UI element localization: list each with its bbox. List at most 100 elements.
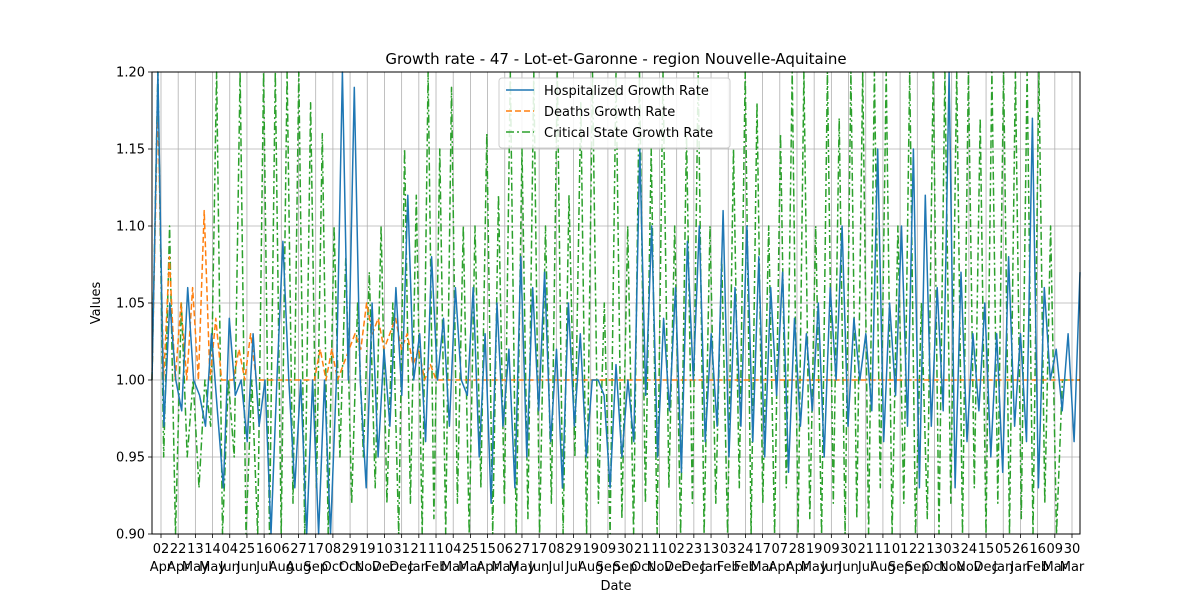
legend: Hospitalized Growth Rate Deaths Growth R… [498,77,731,149]
x-tick-day-label: 30 [840,542,857,557]
x-tick-day-label: 22 [909,542,926,557]
x-tick-day-label: 09 [1047,542,1064,557]
x-tick-day-label: 29 [342,542,359,557]
x-tick-day-label: 09 [823,542,840,557]
x-tick-month-label: Jul [565,560,582,575]
x-tick-month-label: Apr [476,560,499,575]
x-tick-month-label: Feb [734,560,757,575]
x-tick-month-label: Oct [923,560,945,575]
x-tick-day-label: 03 [943,542,960,557]
series-line-deaths-growth-rate [151,102,1080,381]
x-tick-day-label: 23 [686,542,703,557]
x-tick-day-label: 08 [325,542,342,557]
x-tick-day-label: 19 [806,542,823,557]
x-tick-day-label: 24 [737,542,754,557]
x-tick-day-label: 08 [548,542,565,557]
chart-title: Growth rate - 47 - Lot-et-Garonne - regi… [385,50,846,68]
x-tick-day-label: 29 [565,542,582,557]
x-tick-month-label: Jun [837,560,858,575]
x-tick-month-label: Feb [717,560,740,575]
x-tick-month-label: Nov [956,560,982,575]
x-tick-day-label: 24 [961,542,978,557]
x-tick-month-label: Mar [441,560,466,575]
x-tick-month-label: Sep [888,560,913,575]
x-tick-month-label: Aug [870,560,895,575]
x-tick-day-label: 01 [892,542,909,557]
x-tick-month-label: Oct [631,560,653,575]
x-tick-month-label: Jun [236,560,257,575]
x-tick-day-label: 22 [170,542,187,557]
x-tick-month-label: Sep [905,560,930,575]
x-tick-day-label: 28 [789,542,806,557]
x-tick-month-label: May [199,560,226,575]
x-tick-month-label: Mar [1060,560,1085,575]
x-tick-day-label: 21 [857,542,874,557]
x-tick-month-label: Dec [372,560,397,575]
x-axis-label: Date [600,579,631,594]
x-axis-ticks: 02 Apr 22 Apr 13 May 14 May 04 Jun 25 Jun 16 Jul 06 Aug… [150,534,1085,575]
x-tick-day-label: 04 [221,542,238,557]
x-tick-day-label: 26 [1012,542,1029,557]
y-tick-label: 1.15 [116,143,145,158]
x-tick-day-label: 11 [651,542,668,557]
x-tick-month-label: Mar [1043,560,1068,575]
x-tick-day-label: 06 [497,542,514,557]
x-tick-day-label: 11 [428,542,445,557]
x-tick-day-label: 19 [359,542,376,557]
x-tick-day-label: 02 [153,542,170,557]
x-tick-day-label: 25 [239,542,256,557]
x-tick-day-label: 14 [204,542,221,557]
x-tick-day-label: 07 [772,542,789,557]
x-tick-day-label: 02 [668,542,685,557]
x-tick-month-label: Mar [750,560,775,575]
x-tick-month-label: May [491,560,518,575]
x-tick-month-label: Jul [857,560,874,575]
legend-label-critical: Critical State Growth Rate [544,126,713,141]
x-tick-month-label: Aug [286,560,311,575]
x-tick-month-label: Apr [786,560,809,575]
x-tick-month-label: Jan [992,560,1013,575]
x-tick-month-label: Jun [528,560,549,575]
x-tick-month-label: Jul [547,560,564,575]
x-tick-day-label: 13 [703,542,720,557]
x-tick-day-label: 17 [307,542,324,557]
x-tick-day-label: 16 [1029,542,1046,557]
x-tick-month-label: Jan [700,560,721,575]
x-tick-month-label: Dec [664,560,689,575]
x-tick-day-label: 13 [187,542,204,557]
x-tick-month-label: Jun [820,560,841,575]
x-tick-month-label: Oct [322,560,344,575]
x-tick-month-label: May [509,560,536,575]
x-tick-month-label: Mar [458,560,483,575]
y-tick-label: 1.10 [116,220,145,235]
x-tick-day-label: 27 [290,542,307,557]
legend-label-hospitalized: Hospitalized Growth Rate [544,84,709,99]
x-tick-month-label: Apr [150,560,173,575]
x-tick-month-label: May [182,560,209,575]
x-tick-month-label: Sep [613,560,638,575]
x-tick-month-label: Feb [1026,560,1049,575]
x-tick-day-label: 04 [445,542,462,557]
x-tick-month-label: Sep [303,560,328,575]
x-tick-day-label: 27 [514,542,531,557]
x-tick-day-label: 09 [600,542,617,557]
x-tick-day-label: 16 [256,542,273,557]
x-tick-month-label: Aug [578,560,603,575]
x-tick-day-label: 03 [720,542,737,557]
x-tick-month-label: Aug [269,560,294,575]
x-tick-day-label: 15 [479,542,496,557]
x-tick-month-label: Dec [389,560,414,575]
x-tick-day-label: 11 [875,542,892,557]
x-tick-day-label: 10 [376,542,393,557]
x-tick-month-label: Jun [219,560,240,575]
y-tick-label: 0.90 [116,528,145,543]
x-tick-day-label: 30 [617,542,634,557]
y-tick-label: 0.95 [116,451,145,466]
x-tick-day-label: 21 [634,542,651,557]
y-tick-label: 1.05 [116,297,145,312]
x-tick-day-label: 31 [393,542,410,557]
x-tick-day-label: 13 [926,542,943,557]
x-tick-day-label: 30 [1064,542,1081,557]
